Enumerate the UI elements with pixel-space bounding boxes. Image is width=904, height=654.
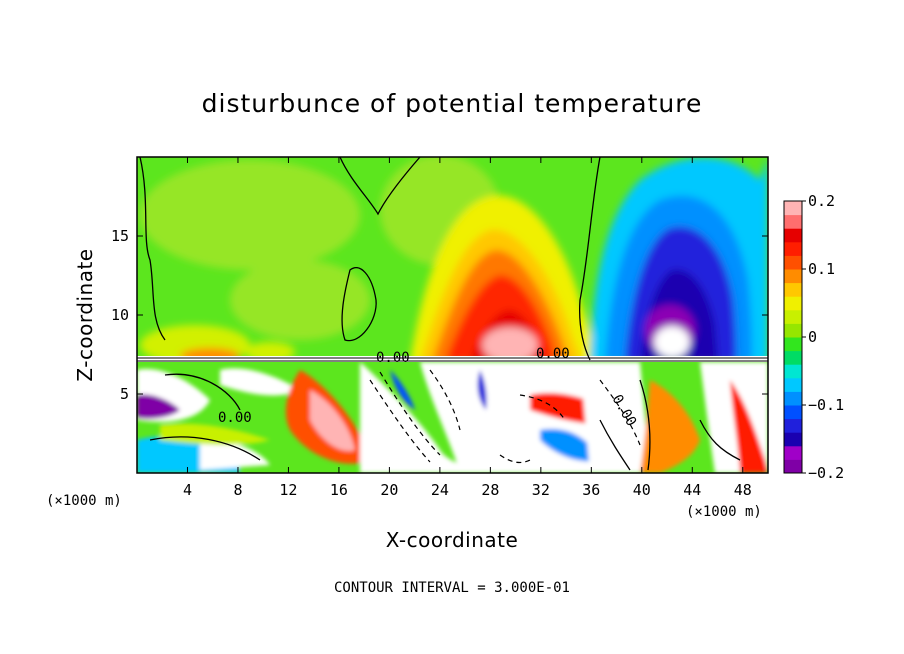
colorbar-swatch	[784, 337, 802, 352]
x-axis-unit-right: (×1000 m)	[686, 504, 762, 520]
colorbar-swatch	[784, 241, 802, 256]
colorbar-tick-label: 0.1	[808, 260, 835, 278]
colorbar-swatch	[784, 377, 802, 392]
contour-label: 0.00	[376, 350, 410, 366]
colorbar-swatch	[784, 269, 802, 284]
contour-line	[149, 436, 261, 461]
colorbar-tick-label: 0.2	[808, 192, 835, 210]
colorbar-swatch	[784, 282, 802, 297]
plot-field	[137, 157, 768, 473]
field-region	[360, 362, 490, 473]
colorbar-swatch	[784, 391, 802, 406]
colorbar	[784, 201, 802, 474]
y-axis-label: Z-coordinate	[73, 248, 97, 381]
colorbar-swatch	[784, 309, 802, 324]
x-tick-label: 40	[633, 481, 651, 499]
field-region	[477, 370, 487, 410]
field-region	[640, 380, 700, 473]
colorbar-swatch	[784, 350, 802, 365]
contour-label: 0.00	[536, 346, 570, 362]
colorbar-swatch	[784, 296, 802, 311]
x-tick-label: 48	[734, 481, 752, 499]
contour-line	[339, 157, 421, 216]
field-region	[730, 380, 768, 473]
colorbar-tick-label: 0	[808, 328, 817, 346]
x-tick-label: 4	[183, 481, 192, 499]
colorbar-swatch	[784, 228, 802, 243]
contour-line-negative	[369, 379, 431, 463]
colorbar-swatch	[784, 214, 802, 229]
y-axis: 5 10 15	[111, 227, 768, 403]
contour-line	[139, 157, 166, 341]
field-region	[137, 394, 180, 419]
chart-title: disturbunce of potential temperature	[202, 89, 703, 118]
field-region	[654, 326, 690, 358]
colorbar-tick-label: −0.1	[808, 396, 844, 414]
contour-line-negative	[519, 394, 566, 421]
colorbar-swatch	[784, 459, 802, 474]
contour-line-negative	[379, 371, 441, 456]
contour-line-negative	[599, 379, 641, 446]
field-region	[200, 439, 270, 470]
x-tick-label: 8	[233, 481, 242, 499]
x-axis: 4 8 12 16 20 24 28 32 36 40 44 48	[183, 157, 752, 499]
colorbar-swatch	[784, 418, 802, 433]
x-tick-label: 16	[330, 481, 348, 499]
x-tick-label: 36	[582, 481, 600, 499]
y-tick-label: 10	[111, 306, 129, 324]
colorbar-swatch	[784, 432, 802, 447]
field-region	[220, 368, 300, 396]
x-tick-label: 28	[481, 481, 499, 499]
field-region	[140, 160, 360, 270]
colorbar-ticks: 0.2 0.1 0 −0.1 −0.2	[802, 192, 844, 482]
x-tick-label: 12	[279, 481, 297, 499]
colorbar-swatch	[784, 323, 802, 338]
field-region	[482, 327, 538, 363]
field-region	[390, 370, 415, 410]
contour-line-negative	[499, 454, 531, 464]
colorbar-swatch	[784, 201, 802, 216]
field-region	[580, 362, 650, 473]
x-tick-label: 24	[431, 481, 449, 499]
contour-line	[599, 419, 631, 471]
contour-line	[164, 373, 241, 411]
contour-label: 0.00	[218, 410, 252, 426]
interface-band	[137, 356, 768, 362]
colorbar-swatch	[784, 364, 802, 379]
colorbar-swatch	[784, 405, 802, 420]
colorbar-swatch	[784, 255, 802, 270]
x-tick-label: 32	[532, 481, 550, 499]
x-tick-label: 20	[380, 481, 398, 499]
field-region	[160, 423, 270, 445]
y-tick-label: 15	[111, 227, 129, 245]
x-axis-label: X-coordinate	[386, 528, 519, 552]
contour-line	[341, 267, 377, 342]
contour-line	[579, 157, 601, 361]
field-region	[310, 390, 355, 451]
y-tick-label: 5	[120, 385, 129, 403]
field-region	[230, 260, 370, 340]
x-tick-label: 44	[683, 481, 701, 499]
contour-line	[639, 379, 651, 471]
colorbar-swatch	[784, 445, 802, 460]
contour-interval-note: CONTOUR INTERVAL = 3.000E-01	[334, 580, 570, 596]
x-axis-unit-left: (×1000 m)	[46, 493, 122, 509]
colorbar-tick-label: −0.2	[808, 464, 844, 482]
contour-line	[699, 419, 741, 461]
field-region	[540, 429, 600, 462]
